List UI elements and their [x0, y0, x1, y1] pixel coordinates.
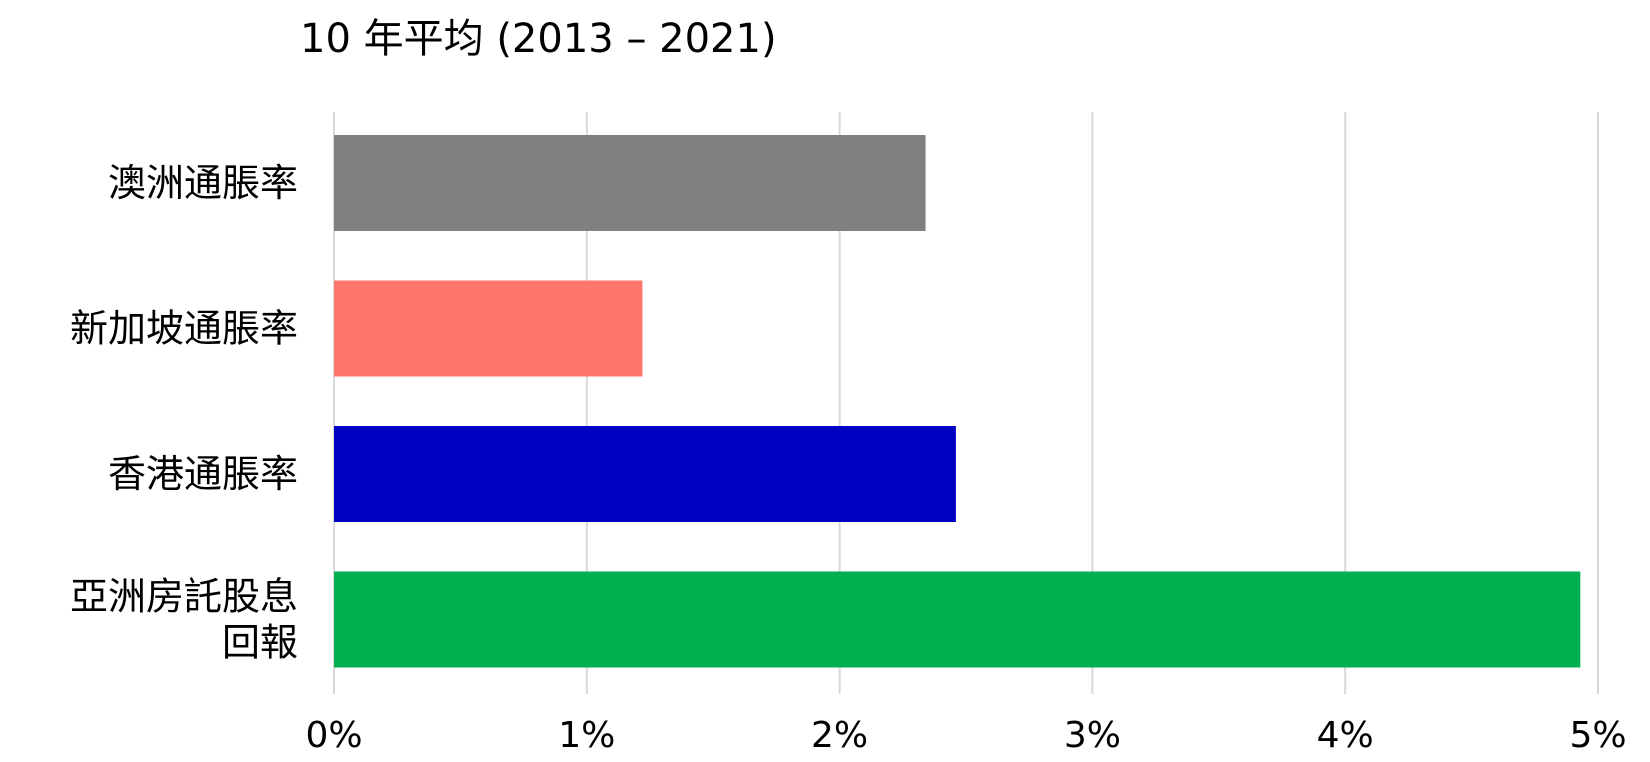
category-label: 澳洲通脹率: [108, 161, 298, 205]
category-label: 香港通脹率: [108, 452, 298, 496]
x-axis-tick-labels: 0% 1% 2% 3% 4% 5%: [305, 715, 1626, 756]
category-label-line: 澳洲通脹率: [108, 161, 298, 205]
x-tick-label: 3%: [1064, 715, 1121, 756]
x-tick-label: 4%: [1317, 715, 1374, 756]
x-tick-label: 2%: [811, 715, 868, 756]
category-label-line: 新加坡通脹率: [70, 307, 298, 351]
chart-title: 10 年平均 (2013 – 2021): [300, 16, 777, 62]
bar: [334, 280, 643, 377]
x-tick-label: 1%: [558, 715, 615, 756]
category-label-line: 亞洲房託股息: [70, 575, 298, 619]
bar: [334, 571, 1581, 668]
bar: [334, 135, 926, 231]
category-label: 亞洲房託股息回報: [70, 575, 298, 665]
bar: [334, 426, 956, 522]
category-label: 新加坡通脹率: [70, 307, 298, 351]
x-tick-label: 0%: [305, 715, 362, 756]
category-label-line: 回報: [222, 621, 298, 665]
category-label-line: 香港通脹率: [108, 452, 298, 496]
bars: [334, 135, 1581, 668]
x-tick-label: 5%: [1569, 715, 1626, 756]
